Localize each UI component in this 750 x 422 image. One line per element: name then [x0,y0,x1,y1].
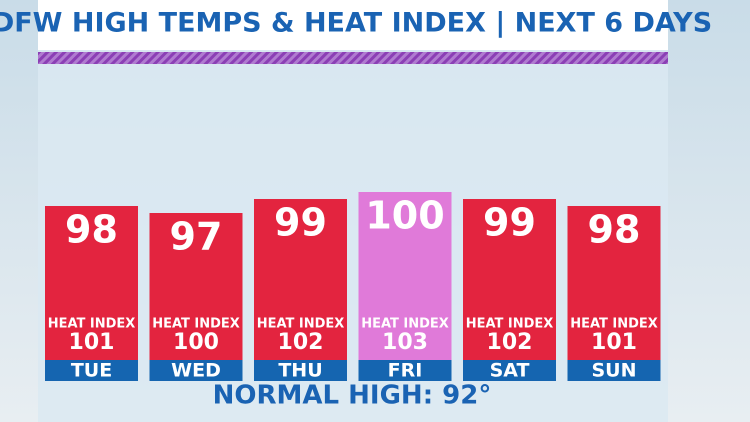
panel [38,0,668,422]
heat-index-value: 101 [69,330,115,355]
heat-index-value: 101 [591,330,637,355]
x-tick-label: WED [171,360,221,382]
value-label: 99 [274,201,327,245]
day-band [567,360,661,381]
value-label: 99 [483,201,536,245]
title-stripe [38,52,668,64]
title-bar [38,0,668,50]
x-tick-label: THU [278,360,322,382]
bar [149,213,243,360]
heat-index-value: 102 [278,330,324,355]
bar [567,206,661,360]
day-band [149,360,243,381]
x-tick-label: TUE [71,360,112,382]
heat-index-label: HEAT INDEX [466,317,554,332]
chart-title: DFW HIGH TEMPS & HEAT INDEX | NEXT 6 DAY… [0,8,712,39]
heat-index-value: 103 [382,330,428,355]
x-tick-label: SUN [591,360,636,382]
x-tick-label: FRI [388,360,423,382]
day-band [358,360,452,381]
day-band [45,360,138,381]
x-tick-label: SAT [490,360,530,382]
day-band [463,360,556,381]
heat-index-label: HEAT INDEX [570,317,658,332]
heat-index-label: HEAT INDEX [257,317,345,332]
heat-index-value: 102 [487,330,533,355]
value-label: 98 [65,208,118,252]
value-label: 100 [365,194,444,238]
value-label: 98 [588,208,641,252]
bar [463,199,556,360]
bar [358,192,452,360]
footer: NORMAL HIGH: 92° [213,381,492,411]
heat-index-value: 100 [173,330,219,355]
heat-index-label: HEAT INDEX [48,317,136,332]
value-label: 97 [170,215,223,259]
heat-index-label: HEAT INDEX [361,317,449,332]
bar [254,199,347,360]
heat-index-label: HEAT INDEX [152,317,240,332]
bar [45,206,138,360]
day-band [254,360,347,381]
